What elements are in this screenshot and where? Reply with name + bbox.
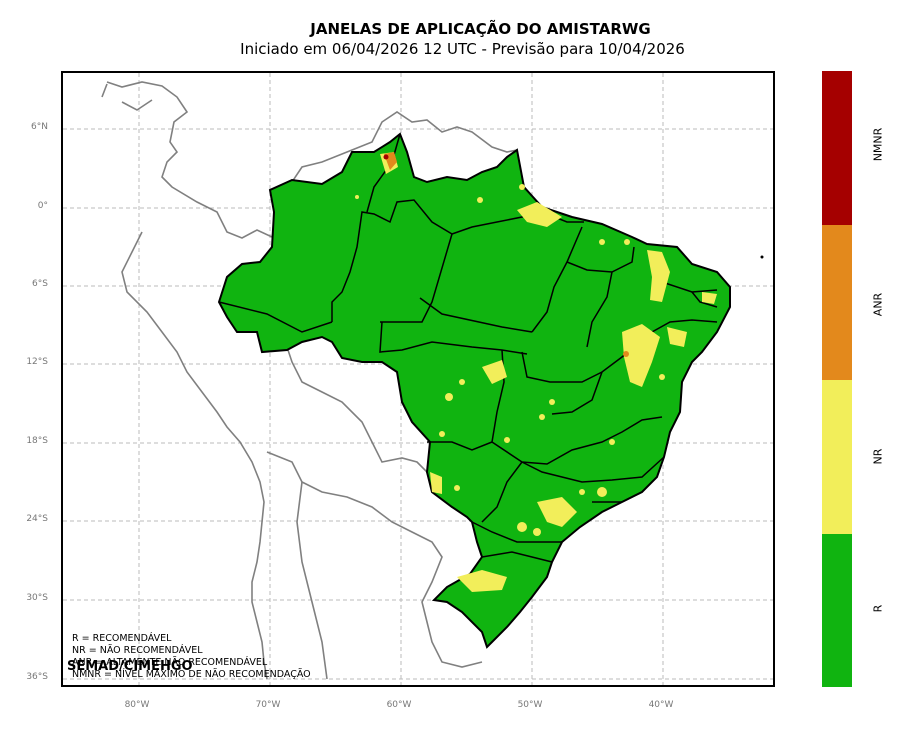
island-marker <box>760 255 764 259</box>
legend-line-anr: ANR = ALTAMENTE NÃO RECOMENDÁVEL <box>72 657 268 668</box>
brazil-territory <box>217 132 731 649</box>
legend-line-nmnr: NMNR = NÍVEL MÁXIMO DE NÃO RECOMENDAÇÃO <box>72 669 311 680</box>
lat-tick-18s: 18°S <box>26 436 48 446</box>
lat-tick-24s: 24°S <box>26 514 48 524</box>
map-canvas <box>63 73 773 685</box>
colorbar-label-anr: ANR <box>871 292 885 317</box>
colorbar-anr <box>822 225 852 380</box>
legend-line-r: R = RECOMENDÁVEL <box>72 633 172 644</box>
credit-label: SEMAD/CIMEHGO <box>67 659 193 674</box>
lon-tick-50w: 50°W <box>517 700 543 710</box>
lat-tick-36s: 36°S <box>26 672 48 682</box>
colorbar-nr <box>822 380 852 534</box>
nmnr-zones <box>383 154 389 160</box>
map-subtitle: Iniciado em 06/04/2026 12 UTC - Previsão… <box>240 40 685 58</box>
lat-tick-6s: 6°S <box>32 279 48 289</box>
lon-tick-80w: 80°W <box>124 700 150 710</box>
state-borders <box>218 133 718 563</box>
lon-tick-70w: 70°W <box>255 700 281 710</box>
map-title: JANELAS DE APLICAÇÃO DO AMISTARWG <box>310 20 651 38</box>
lat-tick-12s: 12°S <box>26 357 48 367</box>
map-frame <box>61 71 775 687</box>
lat-tick-0: 0° <box>37 201 48 211</box>
colorbar-nmnr <box>822 71 852 225</box>
lat-tick-6n: 6°N <box>31 122 48 132</box>
colorbar-label-r: R <box>871 604 885 613</box>
colorbar-label-nmnr: NMNR <box>871 127 885 162</box>
lon-tick-60w: 60°W <box>386 700 412 710</box>
legend-line-nr: NR = NÃO RECOMENDÁVEL <box>72 645 203 656</box>
colorbar-r <box>822 534 852 687</box>
nr-zones <box>355 152 717 592</box>
colorbar-label-nr: NR <box>871 448 885 465</box>
lat-tick-30s: 30°S <box>26 593 48 603</box>
lon-tick-40w: 40°W <box>648 700 674 710</box>
